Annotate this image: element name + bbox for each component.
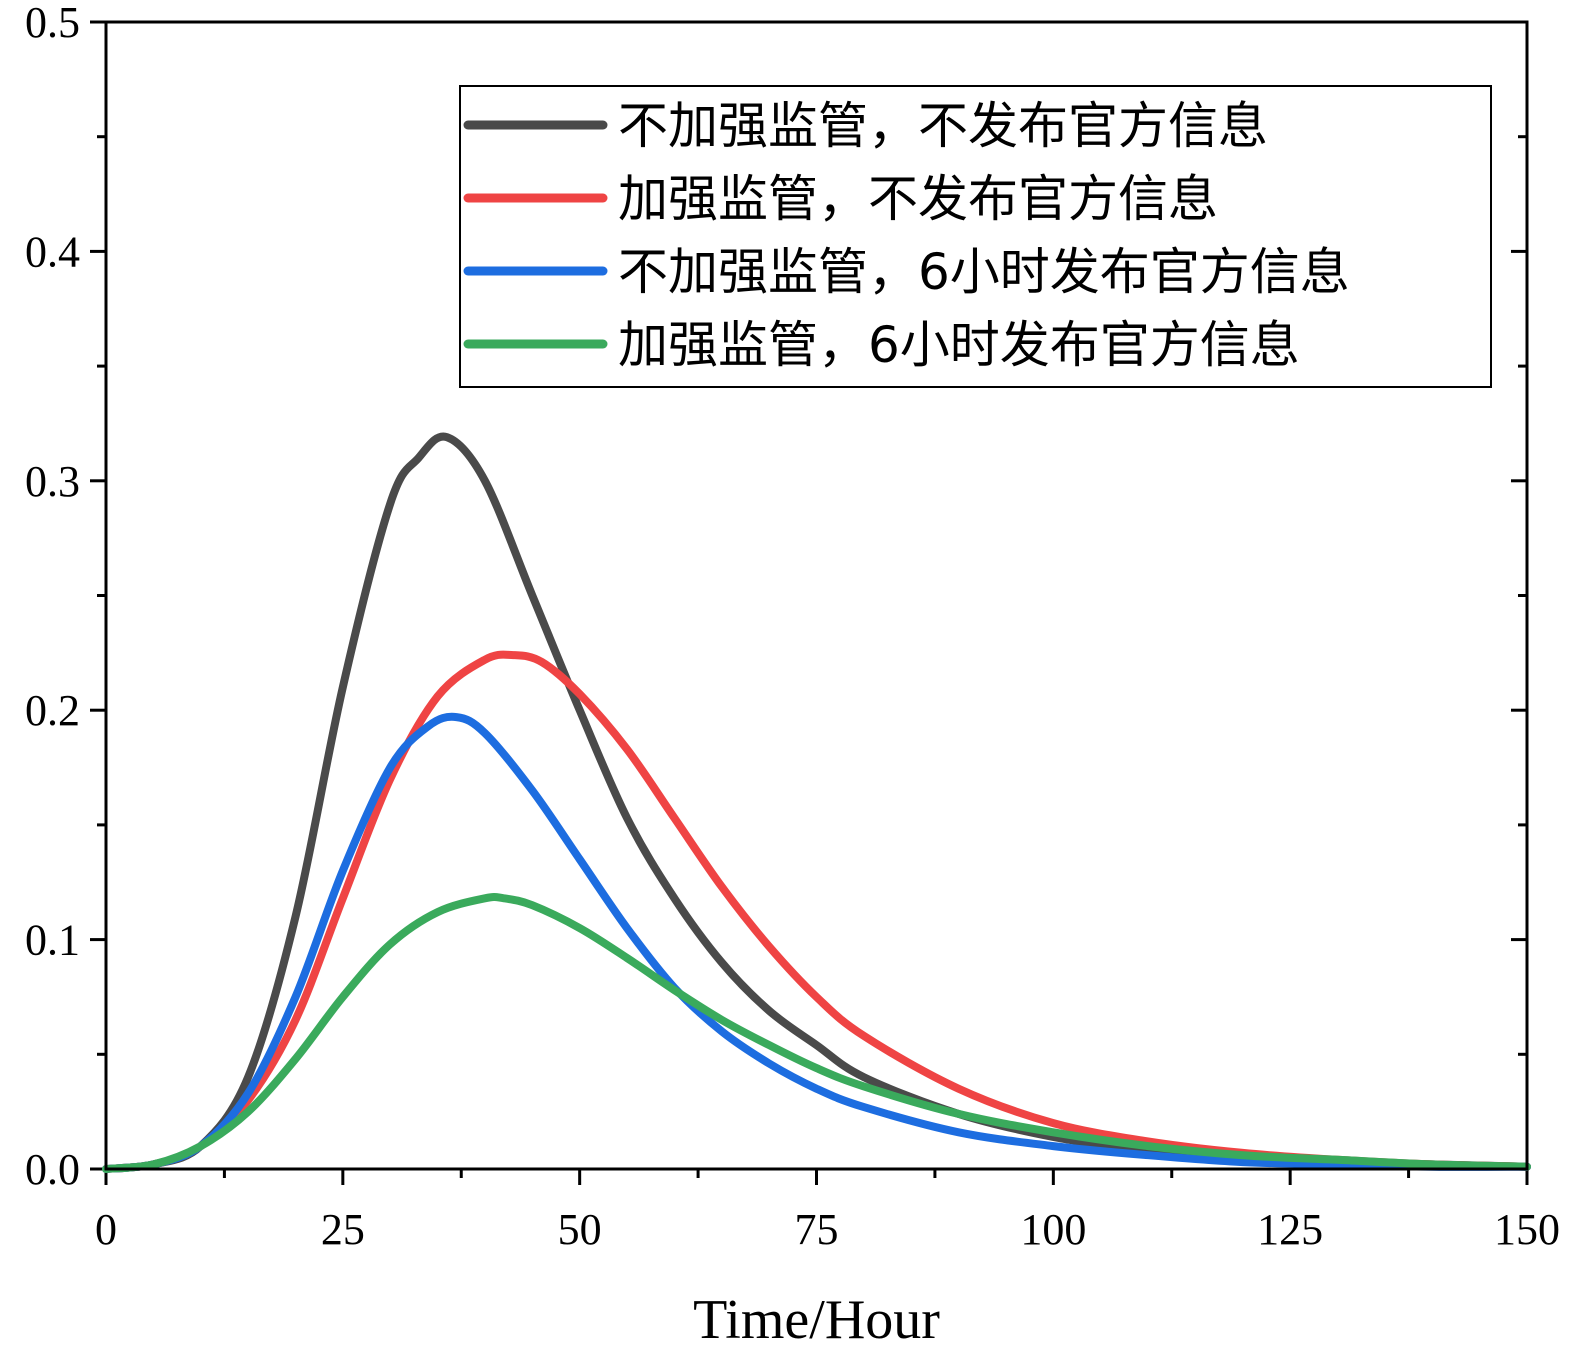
legend-label: 加强监管，6小时发布官方信息 — [618, 316, 1300, 374]
legend-label: 不加强监管，6小时发布官方信息 — [618, 243, 1350, 301]
y-tick-label: 0.5 — [25, 0, 80, 47]
series-line-4 — [102, 892, 1531, 1173]
x-tick-label: 75 — [795, 1205, 839, 1254]
x-tick-label: 150 — [1494, 1205, 1560, 1254]
series-line-1 — [102, 432, 1531, 1173]
x-tick-label: 50 — [558, 1205, 602, 1254]
y-tick-label: 0.0 — [25, 1145, 80, 1194]
tick-labels: 0 25 50 75 100 125 150 0.0 0.1 0.2 0.3 0.4 0.5 — [25, 0, 1560, 1254]
x-tick-label: 125 — [1257, 1205, 1323, 1254]
x-tick-label: 0 — [95, 1205, 117, 1254]
legend-box — [459, 85, 1492, 388]
legend: 不加强监管，不发布官方信息加强监管，不发布官方信息不加强监管，6小时发布官方信息… — [459, 85, 1492, 388]
x-axis-title: Time/Hour — [693, 1289, 940, 1348]
x-tick-label: 100 — [1020, 1205, 1086, 1254]
plot-frame — [104, 20, 1529, 1171]
legend-label: 加强监管，不发布官方信息 — [618, 170, 1218, 228]
y-tick-label: 0.2 — [25, 686, 80, 735]
y-tick-label: 0.4 — [25, 227, 80, 276]
x-tick-label: 25 — [321, 1205, 365, 1254]
legend-label: 不加强监管，不发布官方信息 — [618, 97, 1268, 155]
y-tick-label: 0.3 — [25, 457, 80, 506]
series-line-2 — [102, 650, 1531, 1173]
series-lines — [102, 432, 1531, 1173]
y-tick-label: 0.1 — [25, 916, 80, 965]
series-line-3 — [102, 712, 1531, 1173]
